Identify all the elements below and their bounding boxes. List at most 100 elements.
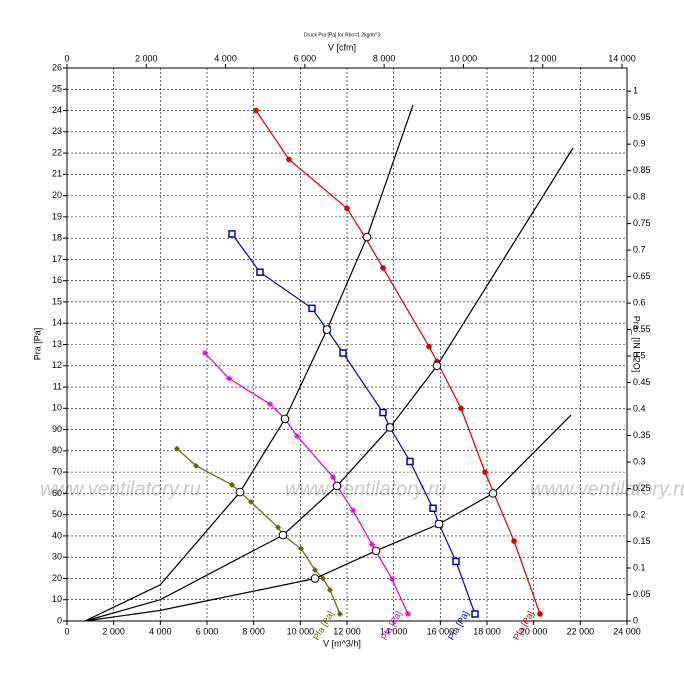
marker (201, 350, 208, 357)
marker (368, 541, 375, 548)
marker (228, 230, 236, 238)
watermark: www.ventilatory.ru (530, 478, 684, 500)
marker (226, 375, 233, 382)
y2-tick-label: 0.35 (633, 430, 651, 440)
y-tick-label: 23 (52, 126, 62, 136)
y2-tick-label: 0.9 (633, 139, 646, 149)
y-tick-label: 10 (52, 403, 62, 413)
marker (248, 498, 255, 505)
watermark: www.ventilatory.ru (285, 478, 446, 500)
y2-tick-label: 0.05 (633, 589, 651, 599)
marker (339, 349, 347, 357)
marker (379, 408, 387, 417)
y2-tick-label: 0.75 (633, 218, 651, 228)
x-axis-label: V [m^3/h] (323, 638, 361, 648)
plot-frame (66, 67, 628, 622)
x-tick-label: 20 000 (520, 626, 548, 636)
x2-tick-label: 10 000 (450, 53, 478, 63)
y2-tick-label: 1 (633, 86, 638, 96)
y2-tick-label: 0.1 (633, 562, 646, 572)
y-tick-label: 30 (52, 552, 62, 562)
x2-tick-label: 2 000 (135, 53, 158, 63)
y-tick-label: 40 (52, 530, 62, 540)
marker (511, 538, 517, 544)
y-tick-label: 13 (52, 339, 62, 349)
y-tick-label: 17 (52, 254, 62, 264)
marker (253, 107, 259, 114)
marker (193, 462, 200, 469)
y2-tick-label: 0.65 (633, 271, 651, 281)
y-tick-label: 12 (52, 360, 62, 370)
y-tick-label: 50 (52, 509, 62, 519)
marker (380, 265, 386, 271)
x-tick-label: 22 000 (567, 626, 595, 636)
x-tick-label: 14 000 (380, 626, 408, 636)
marker (322, 325, 332, 334)
y2-tick-label: 0.2 (633, 509, 646, 519)
y2-tick-label: 0.5 (633, 350, 646, 360)
marker (488, 489, 498, 498)
marker (280, 414, 290, 424)
y-tick-label: 22 (52, 147, 62, 157)
y-tick-label: 20 (52, 190, 62, 200)
y-tick-label: 11 (53, 381, 62, 391)
marker (310, 574, 320, 583)
marker (330, 474, 336, 481)
x-tick-label: 24 000 (613, 626, 641, 636)
x2-tick-label: 6 000 (294, 53, 317, 63)
marker (326, 586, 333, 593)
x2-tick-label: 14 000 (608, 53, 636, 63)
x2-tick-label: 4 000 (214, 53, 237, 63)
marker (312, 566, 319, 573)
x-tick-label: 6 000 (196, 626, 219, 636)
marker (434, 519, 444, 529)
y2-tick-label: 0.6 (633, 297, 646, 307)
y-tick-label: 20 (52, 573, 62, 583)
x-tick-label: 18 000 (473, 626, 501, 636)
marker (228, 481, 235, 488)
marker (452, 557, 460, 566)
y-tick-label: 26 (52, 62, 62, 72)
y2-tick-label: 0.7 (633, 244, 646, 254)
y-tick-label: 10 (52, 594, 62, 604)
marker (308, 304, 316, 313)
marker (362, 232, 372, 242)
marker (404, 610, 411, 617)
marker (267, 401, 273, 408)
y2-tick-label: 0.15 (633, 536, 651, 546)
y2-tick-label: 0.45 (633, 377, 651, 387)
y-tick-label: 16 (52, 275, 62, 285)
marker (482, 469, 488, 475)
marker (275, 524, 282, 531)
x-tick-label: 2 000 (102, 626, 125, 636)
y2-tick-label: 0.8 (633, 191, 646, 201)
x2-tick-label: 0 (64, 53, 69, 63)
y2-tick-label: 0.55 (633, 324, 651, 334)
y-tick-label: 60 (52, 488, 62, 498)
x-tick-label: 8 000 (242, 626, 265, 636)
marker (337, 610, 343, 617)
marker (319, 575, 326, 582)
y2-tick-label: 0 (633, 615, 638, 625)
y-axis-label: Pra [Pa] (32, 328, 42, 361)
marker (349, 507, 356, 514)
y-tick-label: 18 (52, 233, 62, 243)
curve (176, 448, 341, 615)
marker (332, 481, 342, 491)
marker (432, 361, 442, 371)
y-tick-label: 0 (57, 615, 62, 625)
marker (256, 268, 264, 276)
x-tick-label: 16 000 (427, 626, 455, 636)
marker (385, 423, 395, 432)
y-tick-label: 70 (52, 466, 62, 476)
marker (429, 504, 437, 513)
marker (471, 610, 479, 618)
marker (173, 445, 180, 452)
x2-tick-label: 12 000 (529, 53, 557, 63)
marker (278, 530, 288, 540)
marker (537, 611, 543, 617)
x-tick-label: 12 000 (333, 626, 361, 636)
y-tick-label: 25 (52, 84, 62, 94)
